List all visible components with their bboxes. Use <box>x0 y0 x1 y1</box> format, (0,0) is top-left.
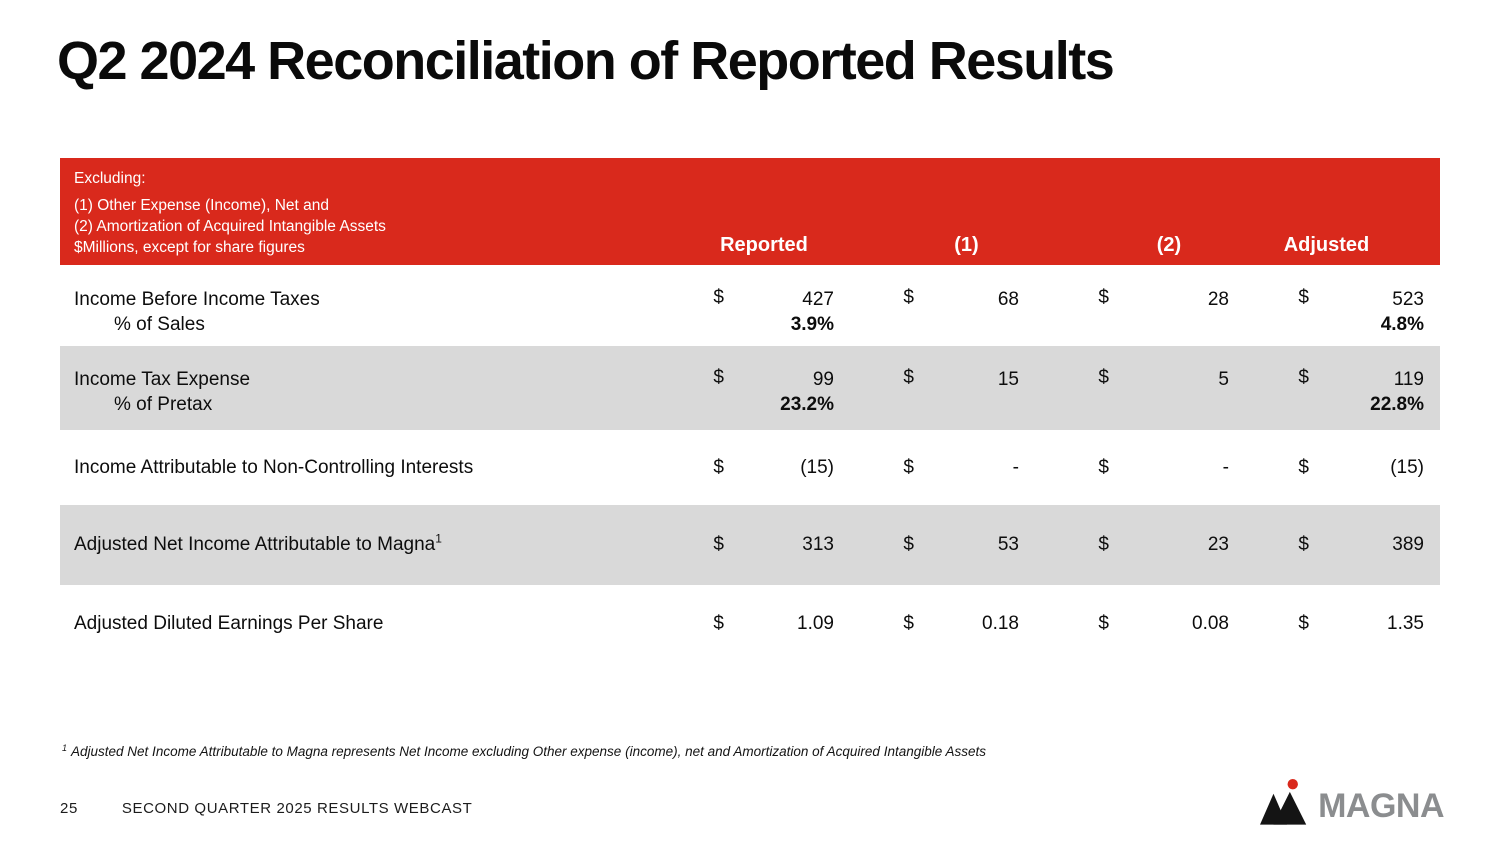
units-note: $Millions, except for share figures <box>74 239 305 256</box>
value-cell: 119 22.8% <box>1309 367 1424 430</box>
value-cell: 0.08 <box>1192 612 1229 634</box>
dollar-sign: $ <box>713 367 724 388</box>
percent-value: 23.2% <box>780 394 834 415</box>
value-cell: - <box>1012 456 1019 478</box>
value-cell: (15) <box>1390 456 1424 478</box>
row-value: 99 <box>812 369 834 390</box>
value-cell: 1.09 <box>797 612 834 634</box>
dollar-sign: $ <box>1298 456 1309 478</box>
value-cell: 313 <box>802 534 834 555</box>
row-value: 119 <box>1393 369 1424 390</box>
magna-logo-text: MAGNA <box>1318 787 1444 825</box>
row-value: 68 <box>997 289 1019 310</box>
magna-logo: MAGNA <box>1260 778 1444 825</box>
dollar-sign: $ <box>713 456 724 478</box>
page-number: 25 <box>60 800 78 817</box>
excluding-label: Excluding: <box>74 170 146 187</box>
page-title: Q2 2024 Reconciliation of Reported Resul… <box>57 31 1115 91</box>
excluding-notes: Excluding: (1) Other Expense (Income), N… <box>74 168 386 237</box>
value-cell: - <box>1222 456 1229 478</box>
dollar-sign: $ <box>903 534 914 555</box>
value-cell: 68 <box>914 287 1019 346</box>
dollar-sign: $ <box>713 534 724 555</box>
value-cell: 389 <box>1392 534 1424 555</box>
value-cell: 28 <box>1109 287 1229 346</box>
row-value: 523 <box>1392 289 1424 310</box>
row-sublabel: % of Sales <box>114 314 205 335</box>
dollar-sign: $ <box>1098 367 1109 388</box>
dollar-sign: $ <box>903 287 914 308</box>
row-label-group: Income Tax Expense % of Pretax <box>74 367 694 430</box>
row-label: Income Attributable to Non-Controlling I… <box>74 456 474 478</box>
percent-value: 4.8% <box>1380 314 1424 335</box>
value-cell: 99 23.2% <box>724 367 834 430</box>
dollar-sign: $ <box>1298 534 1309 555</box>
footnote: 1 Adjusted Net Income Attributable to Mag… <box>62 742 987 759</box>
row-value: 28 <box>1207 289 1229 310</box>
value-cell: 5 <box>1109 367 1229 430</box>
dollar-sign: $ <box>903 367 914 388</box>
column-header-adjusted: Adjusted <box>1283 234 1370 256</box>
table-row: Income Before Income Taxes % of Sales $ … <box>60 280 1440 346</box>
value-cell: 53 <box>997 534 1019 555</box>
dollar-sign: $ <box>1098 287 1109 308</box>
magna-logo-mark-icon <box>1260 778 1307 825</box>
row-label: Adjusted Net Income Attributable to Magn… <box>74 534 436 555</box>
row-value: 5 <box>1218 369 1229 390</box>
row-label: Income Before Income Taxes <box>74 289 320 310</box>
dollar-sign: $ <box>1098 612 1109 634</box>
column-header-reported: Reported <box>720 234 808 256</box>
dollar-sign: $ <box>713 287 724 308</box>
dollar-sign: $ <box>1098 456 1109 478</box>
column-header-row: $Millions, except for share figures Repo… <box>74 234 1426 257</box>
excluding-item-2: (2) Amortization of Acquired Intangible … <box>74 218 386 235</box>
row-label-group: Income Before Income Taxes % of Sales <box>74 287 694 346</box>
dollar-sign: $ <box>1298 367 1309 388</box>
value-cell: 523 4.8% <box>1309 287 1424 346</box>
table-row: Income Tax Expense % of Pretax $ 99 23.2… <box>60 346 1440 430</box>
value-cell: (15) <box>800 456 834 478</box>
footer-title: SECOND QUARTER 2025 RESULTS WEBCAST <box>121 800 473 817</box>
dollar-sign: $ <box>1098 534 1109 555</box>
value-cell: 0.18 <box>982 612 1019 634</box>
dollar-sign: $ <box>713 612 724 634</box>
footnote-marker: 1 <box>435 531 442 546</box>
footer: 25 SECOND QUARTER 2025 RESULTS WEBCAST <box>60 800 472 817</box>
value-cell: 15 <box>914 367 1019 430</box>
row-label: Income Tax Expense <box>74 369 251 390</box>
table-header-band: Excluding: (1) Other Expense (Income), N… <box>60 158 1440 265</box>
footnote-text: Adjusted Net Income Attributable to Magn… <box>71 744 987 759</box>
dollar-sign: $ <box>903 612 914 634</box>
footnote-marker: 1 <box>62 742 68 753</box>
reconciliation-table: Income Before Income Taxes % of Sales $ … <box>60 280 1440 662</box>
percent-value: 3.9% <box>790 314 834 335</box>
row-label-group: Adjusted Net Income Attributable to Magn… <box>74 531 694 556</box>
row-sublabel: % of Pretax <box>114 394 213 415</box>
row-label: Adjusted Diluted Earnings Per Share <box>74 612 384 634</box>
column-header-2: (2) <box>1156 234 1182 256</box>
dollar-sign: $ <box>1298 612 1309 634</box>
table-row: Income Attributable to Non-Controlling I… <box>60 430 1440 505</box>
value-cell: 427 3.9% <box>724 287 834 346</box>
excluding-item-1: (1) Other Expense (Income), Net and <box>74 197 330 214</box>
dollar-sign: $ <box>1298 287 1309 308</box>
row-value: 427 <box>802 289 834 310</box>
table-row: Adjusted Net Income Attributable to Magn… <box>60 505 1440 585</box>
table-row: Adjusted Diluted Earnings Per Share $ 1.… <box>60 585 1440 662</box>
percent-value: 22.8% <box>1370 394 1424 415</box>
value-cell: 23 <box>1207 534 1229 555</box>
dollar-sign: $ <box>903 456 914 478</box>
value-cell: 1.35 <box>1387 612 1424 634</box>
logo-red-dot <box>1287 778 1299 790</box>
row-value: 15 <box>997 369 1019 390</box>
column-header-1: (1) <box>954 234 979 256</box>
